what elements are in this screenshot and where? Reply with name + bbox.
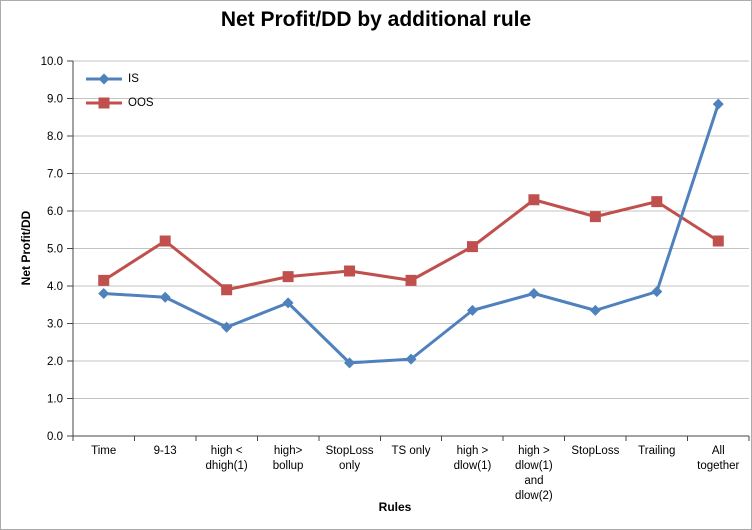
series-oos-marker <box>282 271 294 283</box>
y-tick-label: 1.0 <box>47 394 63 406</box>
series-is-line <box>102 102 720 365</box>
series-is-marker <box>344 357 356 369</box>
chart-title: Net Profit/DD by additional rule <box>220 8 532 31</box>
series-is-marker <box>651 286 663 298</box>
legend-label-oos: OOS <box>128 97 154 109</box>
oos-line-square-swatch <box>86 97 122 109</box>
y-tick-label: 10.0 <box>41 56 63 68</box>
y-tick-label: 6.0 <box>47 206 63 218</box>
legend-item-is: IS <box>85 67 154 91</box>
x-category-label: StopLoss only <box>326 445 374 472</box>
x-axis-title: Rules <box>378 500 412 514</box>
series-oos-marker <box>466 241 478 253</box>
series-is-marker <box>221 321 233 333</box>
y-tick-label: 4.0 <box>47 281 63 293</box>
x-category-label: high> bollup <box>273 445 304 472</box>
series-oos-marker <box>405 274 417 286</box>
series-is-marker <box>712 98 724 110</box>
legend: IS OOS <box>85 67 154 115</box>
series-oos-marker <box>98 274 110 286</box>
series-is-marker <box>98 288 110 299</box>
x-category-label: Time <box>91 445 116 457</box>
series-is-marker <box>282 297 294 309</box>
x-category-label: high < dhigh(1) <box>206 445 248 472</box>
series-is-marker <box>405 353 417 365</box>
y-tick-label: 5.0 <box>47 244 63 256</box>
series-is-marker <box>159 291 171 303</box>
legend-label-is: IS <box>128 73 139 85</box>
y-tick-label: 9.0 <box>47 94 63 106</box>
x-category-label: 9-13 <box>154 445 177 457</box>
x-category-label: StopLoss <box>571 445 619 457</box>
x-category-label: TS only <box>392 445 431 457</box>
is-line-diamond-swatch <box>86 73 122 85</box>
x-category-label: high > dlow(1) <box>454 445 492 472</box>
series-oos-marker <box>221 284 233 296</box>
series-is-marker <box>589 304 601 316</box>
y-tick-label: 3.0 <box>47 319 63 331</box>
y-axis-title: Net Profit/DD <box>19 210 33 286</box>
series-oos-marker <box>589 211 601 223</box>
x-category-label: high > dlow(1) and dlow(2) <box>515 445 553 502</box>
series-oos-marker <box>712 235 724 247</box>
series-oos-marker <box>651 196 663 208</box>
legend-item-oos: OOS <box>85 91 154 115</box>
y-tick-label: 7.0 <box>47 169 63 181</box>
series-oos-marker <box>528 194 540 206</box>
series-is-marker <box>528 288 540 299</box>
y-tick-label: 0.0 <box>47 431 63 443</box>
x-category-label: Trailing <box>638 445 675 457</box>
series-oos-marker <box>344 265 356 277</box>
y-tick-label: 8.0 <box>47 131 63 143</box>
y-tick-label: 2.0 <box>47 356 63 368</box>
x-category-label: All together <box>697 445 739 472</box>
series-oos-marker <box>159 235 171 247</box>
series-is-marker <box>466 304 478 316</box>
